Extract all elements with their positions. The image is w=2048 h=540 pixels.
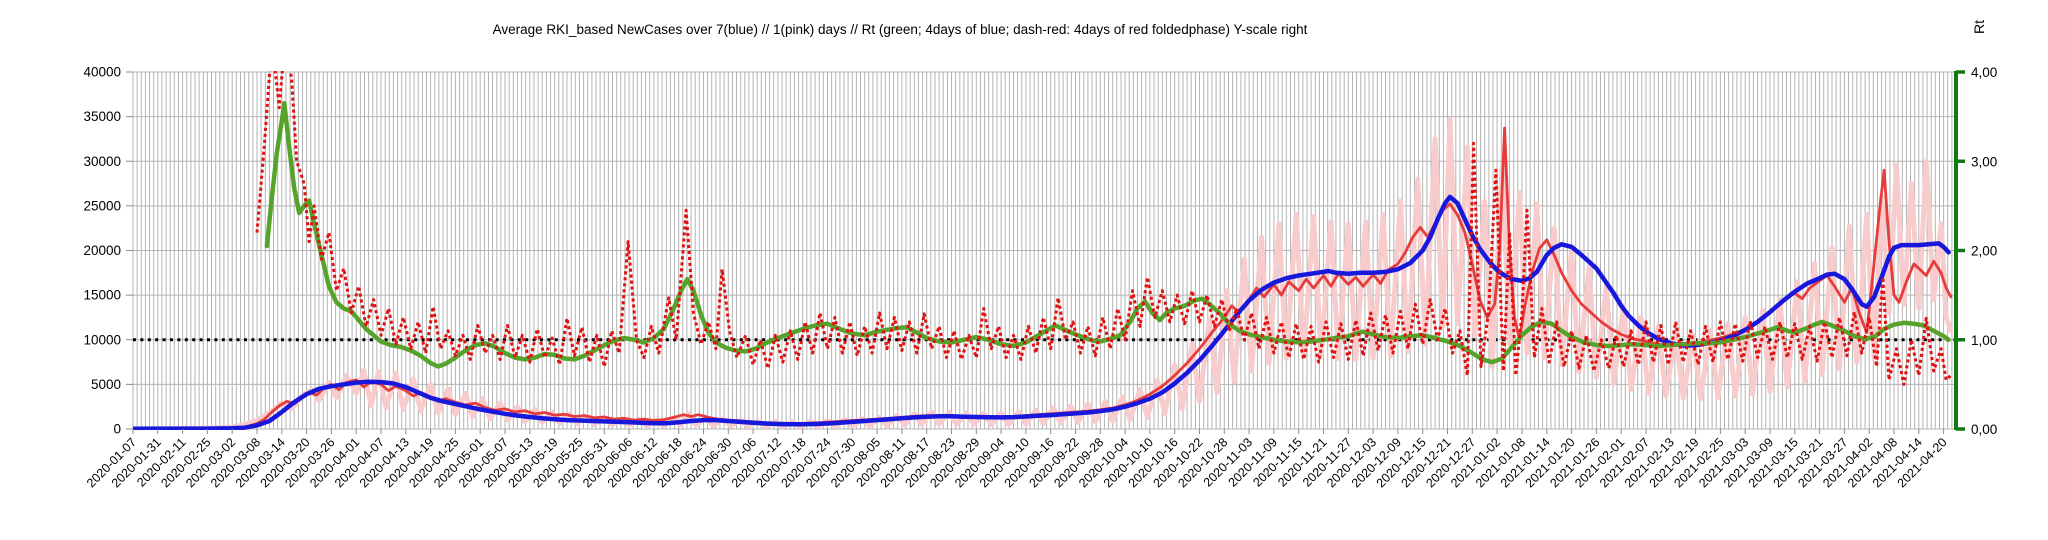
data-series <box>133 71 1954 430</box>
y-left-tick-label: 10000 <box>83 332 121 347</box>
y-left-tick-label: 5000 <box>91 377 121 392</box>
y-left-tick-label: 30000 <box>83 154 121 169</box>
y-right-tick-label: 3,00 <box>1971 154 1997 169</box>
y-left-tick-marks <box>126 71 133 430</box>
y-left-tick-label: 40000 <box>83 65 121 80</box>
x-tick-marks <box>132 429 1945 434</box>
y-left-tick-label: 25000 <box>83 198 121 213</box>
chart-title: Average RKI_based NewCases over 7(blue) … <box>493 22 1308 37</box>
x-axis-labels: 2020-01-072020-01-312020-02-112020-02-25… <box>84 429 1950 490</box>
y-right-tick-label: 0,00 <box>1971 422 1997 437</box>
y-axis-right: 0,00 1,00 2,00 3,00 4,00 <box>1954 65 1997 437</box>
rt-axis-tick-marks <box>1956 70 1965 431</box>
y-left-tick-label: 0 <box>113 422 121 437</box>
y-left-tick-label: 35000 <box>83 109 121 124</box>
y-left-tick-label: 15000 <box>83 288 121 303</box>
y-right-tick-label: 2,00 <box>1971 244 1997 259</box>
rt-axis-title: Rt <box>1971 20 1987 34</box>
series-rt-4day-of-blue-green <box>264 100 1951 369</box>
y-right-tick-label: 1,00 <box>1971 333 1997 348</box>
y-left-tick-label: 20000 <box>83 243 121 258</box>
y-axis-left-labels: 0 5000 10000 15000 20000 25000 30000 35000 40000 <box>83 65 133 437</box>
y-right-tick-label: 4,00 <box>1971 65 1997 80</box>
series-rt-4day-of-red-dashred <box>255 71 1953 386</box>
